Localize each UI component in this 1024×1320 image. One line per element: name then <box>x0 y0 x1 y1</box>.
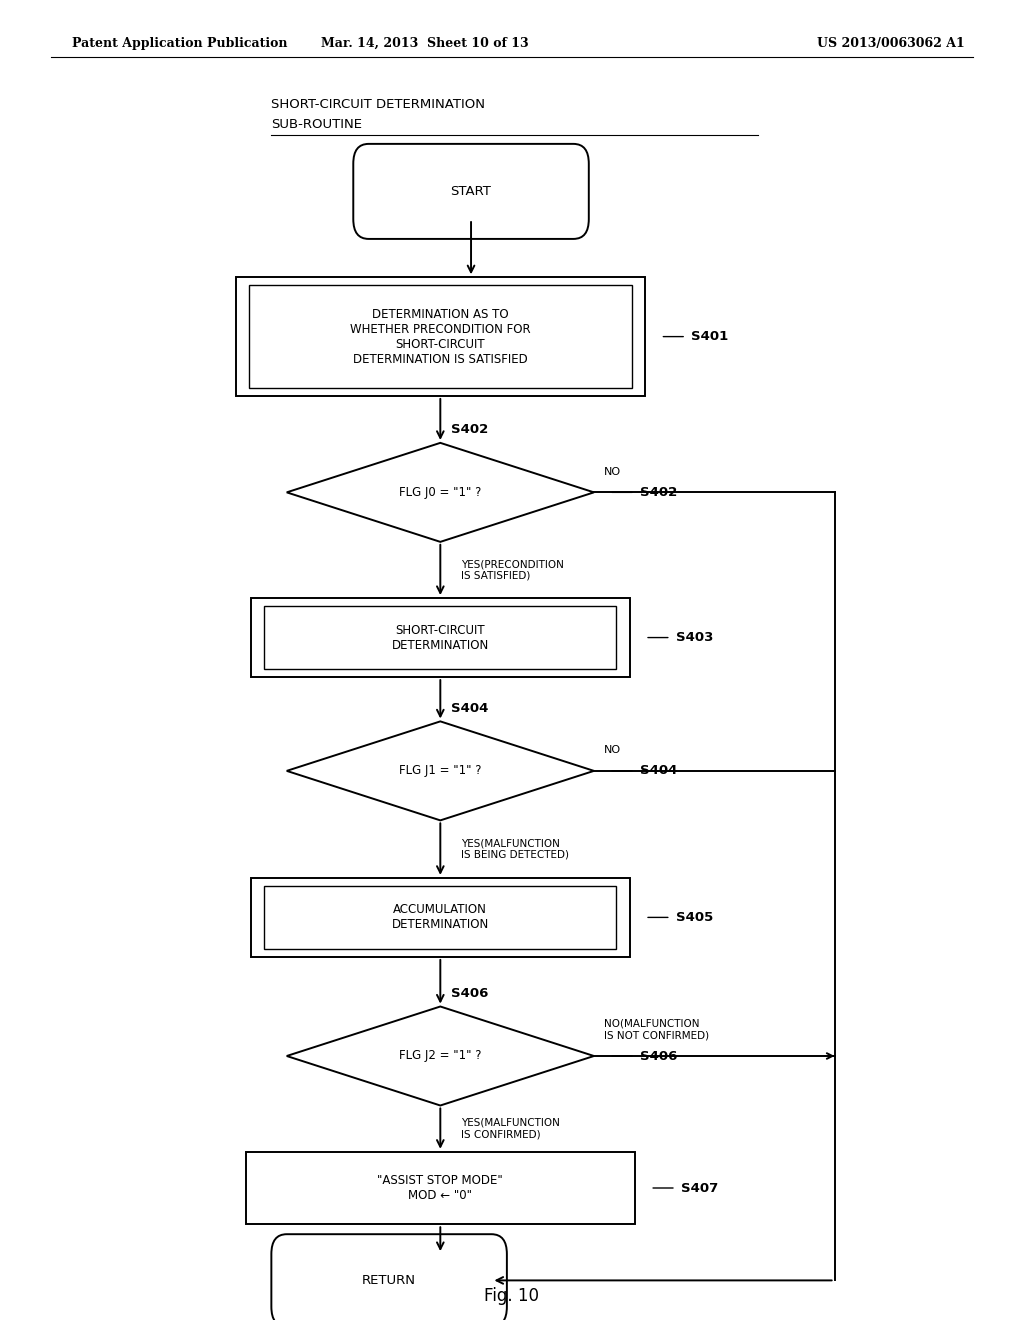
Bar <box>249 285 632 388</box>
Text: FLG J1 = "1" ?: FLG J1 = "1" ? <box>399 764 481 777</box>
Bar <box>246 1151 635 1225</box>
Bar <box>251 598 630 677</box>
Text: START: START <box>451 185 492 198</box>
Text: YES(PRECONDITION
IS SATISFIED): YES(PRECONDITION IS SATISFIED) <box>461 560 563 581</box>
Bar <box>264 606 616 669</box>
Text: SHORT-CIRCUIT
DETERMINATION: SHORT-CIRCUIT DETERMINATION <box>392 623 488 652</box>
Text: Fig. 10: Fig. 10 <box>484 1287 540 1305</box>
Text: FLG J2 = "1" ?: FLG J2 = "1" ? <box>399 1049 481 1063</box>
Text: "ASSIST STOP MODE"
MOD ← "0": "ASSIST STOP MODE" MOD ← "0" <box>378 1173 503 1203</box>
Text: S402: S402 <box>640 486 677 499</box>
Text: S402: S402 <box>451 424 487 436</box>
Text: YES(MALFUNCTION
IS CONFIRMED): YES(MALFUNCTION IS CONFIRMED) <box>461 1118 560 1139</box>
Text: SHORT-CIRCUIT DETERMINATION: SHORT-CIRCUIT DETERMINATION <box>271 98 485 111</box>
Text: FLG J0 = "1" ?: FLG J0 = "1" ? <box>399 486 481 499</box>
Text: Patent Application Publication: Patent Application Publication <box>72 37 287 50</box>
Text: S404: S404 <box>640 764 677 777</box>
Text: YES(MALFUNCTION
IS BEING DETECTED): YES(MALFUNCTION IS BEING DETECTED) <box>461 838 568 859</box>
Text: S406: S406 <box>451 987 487 1001</box>
Text: Mar. 14, 2013  Sheet 10 of 13: Mar. 14, 2013 Sheet 10 of 13 <box>322 37 528 50</box>
Text: ACCUMULATION
DETERMINATION: ACCUMULATION DETERMINATION <box>392 903 488 932</box>
Text: NO: NO <box>604 466 622 477</box>
Text: S405: S405 <box>676 911 713 924</box>
Text: S404: S404 <box>451 702 487 715</box>
Text: S407: S407 <box>681 1181 718 1195</box>
Bar <box>264 886 616 949</box>
Bar <box>236 277 645 396</box>
Text: SUB-ROUTINE: SUB-ROUTINE <box>271 117 362 131</box>
Text: DETERMINATION AS TO
WHETHER PRECONDITION FOR
SHORT-CIRCUIT
DETERMINATION IS SATI: DETERMINATION AS TO WHETHER PRECONDITION… <box>350 308 530 366</box>
Text: NO: NO <box>604 744 622 755</box>
Text: US 2013/0063062 A1: US 2013/0063062 A1 <box>817 37 965 50</box>
Bar <box>251 878 630 957</box>
Text: RETURN: RETURN <box>362 1274 416 1287</box>
Text: NO(MALFUNCTION
IS NOT CONFIRMED): NO(MALFUNCTION IS NOT CONFIRMED) <box>604 1019 710 1040</box>
Text: S403: S403 <box>676 631 713 644</box>
Text: S406: S406 <box>640 1049 677 1063</box>
Text: S401: S401 <box>691 330 728 343</box>
